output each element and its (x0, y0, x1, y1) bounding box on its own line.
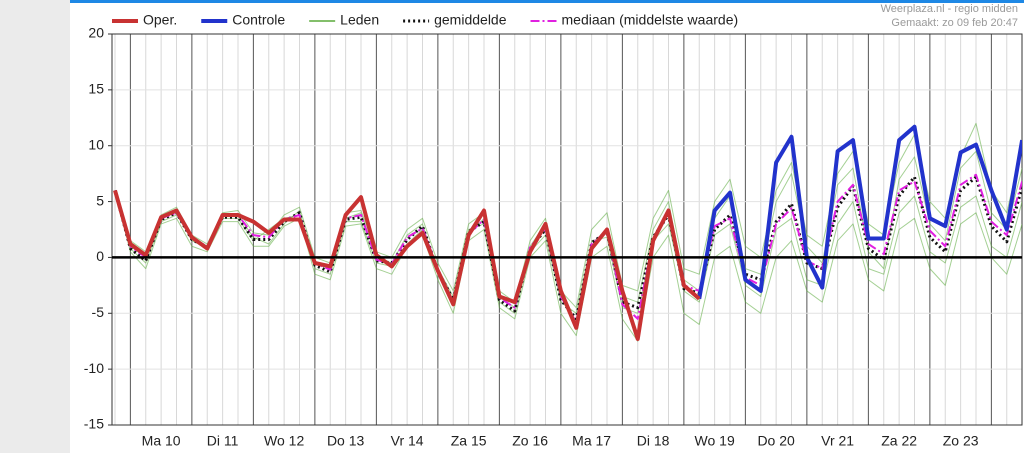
x-tick-label: Za 22 (881, 433, 917, 449)
source-label: Weerplaza.nl - regio midden (881, 3, 1018, 15)
top-bar (70, 0, 1024, 3)
y-tick-label: -10 (84, 360, 104, 376)
legend-label: Leden (340, 12, 379, 28)
legend-label: Oper. (143, 12, 177, 28)
created-label: Gemaakt: zo 09 feb 20:47 (891, 17, 1018, 29)
series-line (114, 173, 1022, 324)
x-tick-label: Do 13 (327, 433, 365, 449)
y-tick-label: 10 (88, 136, 104, 152)
x-tick-label: Zo 23 (943, 433, 979, 449)
plot-frame (111, 33, 1023, 426)
x-tick-label: Di 11 (207, 433, 239, 449)
x-tick-label: Wo 12 (264, 433, 304, 449)
legend-label: mediaan (middelste waarde) (562, 12, 739, 28)
x-tick-label: Do 20 (757, 433, 795, 449)
x-tick-label: Zo 16 (512, 433, 548, 449)
x-tick-label: Di 18 (637, 433, 670, 449)
x-tick-label: Za 15 (451, 433, 487, 449)
y-tick-label: -5 (92, 304, 105, 320)
member-line (114, 122, 1022, 309)
series-line (697, 124, 1022, 300)
plot-lines (113, 122, 1022, 342)
series-line (113, 189, 701, 341)
member-line (114, 190, 1022, 342)
legend-label: gemiddelde (434, 12, 507, 28)
x-tick-label: Ma 10 (142, 433, 181, 449)
legend-label: Controle (232, 12, 285, 28)
y-tick-label: -15 (84, 416, 104, 432)
y-tick-label: 5 (96, 192, 104, 208)
y-tick-label: 15 (88, 81, 104, 97)
y-tick-label: 0 (96, 248, 104, 264)
x-tick-label: Wo 19 (695, 433, 735, 449)
x-tick-label: Vr 21 (821, 433, 854, 449)
y-tick-label: 20 (88, 25, 104, 41)
x-tick-label: Ma 17 (572, 433, 611, 449)
x-tick-label: Vr 14 (391, 433, 424, 449)
